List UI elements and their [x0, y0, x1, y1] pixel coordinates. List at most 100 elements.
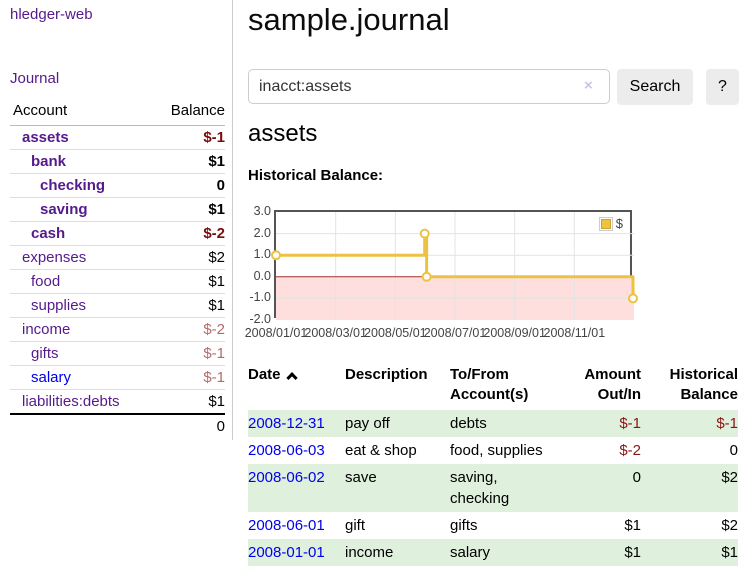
transaction-date-link[interactable]: 2008-12-31: [248, 414, 325, 432]
account-link-checking[interactable]: checking: [40, 177, 106, 194]
register-row: 2008-06-03 eat & shop food, supplies $-2…: [248, 437, 738, 464]
transaction-amount: $1: [624, 543, 641, 561]
account-balance: $1: [151, 389, 225, 414]
transaction-date-link[interactable]: 2008-01-01: [248, 543, 325, 561]
transaction-date-link[interactable]: 2008-06-03: [248, 441, 325, 459]
x-axis-tick: 2008/01/01: [244, 326, 308, 340]
transaction-accounts: food, supplies: [450, 441, 543, 459]
transaction-balance: $2: [721, 516, 738, 534]
help-button[interactable]: ?: [706, 69, 739, 105]
account-row: cash $-2: [10, 221, 225, 246]
transaction-description: pay off: [345, 414, 390, 432]
transaction-balance: 0: [729, 441, 738, 459]
register-col-amount: Amount Out/In: [584, 366, 641, 404]
chart-title: Historical Balance:: [248, 167, 384, 184]
account-row: supplies $1: [10, 293, 225, 318]
account-link-food[interactable]: food: [31, 273, 61, 290]
page-title: sample.journal: [248, 2, 450, 37]
account-link-assets[interactable]: assets: [22, 129, 69, 146]
account-row: assets $-1: [10, 125, 225, 150]
account-link-saving[interactable]: saving: [40, 201, 88, 218]
account-balance: $-1: [151, 125, 225, 150]
account-link-gifts[interactable]: gifts: [31, 345, 59, 362]
legend-label: $: [615, 216, 623, 231]
transaction-balance: $-1: [716, 414, 738, 432]
sidebar-divider: [232, 0, 233, 440]
account-link-salary[interactable]: salary: [31, 369, 72, 386]
account-balance: $-2: [151, 221, 225, 246]
sort-asc-icon: [285, 372, 298, 384]
accounts-total-row: 0: [10, 412, 225, 438]
chart-plot-area[interactable]: $: [271, 210, 639, 320]
register-col-balance: Historical Balance: [669, 366, 738, 404]
transaction-balance: $2: [721, 468, 738, 486]
x-axis-tick: 2008/03/01: [304, 326, 367, 340]
account-balance: $1: [151, 293, 225, 318]
x-axis-tick: 2008/09/01: [483, 326, 546, 340]
transaction-description: save: [345, 468, 377, 486]
register-row: 2008-12-31 pay off debts $-1 $-1: [248, 409, 738, 437]
account-row: saving $1: [10, 197, 225, 222]
legend-swatch: [598, 216, 613, 231]
transaction-amount: $-1: [619, 414, 641, 432]
account-row: bank $1: [10, 149, 225, 174]
y-axis-tick: 1.0: [253, 247, 271, 262]
y-axis-tick: 0.0: [253, 268, 271, 283]
accounts-col-account: Account: [10, 98, 152, 126]
accounts-col-balance: Balance: [151, 98, 225, 126]
main-content: sample.journal × Search ? assets Histori…: [244, 0, 742, 582]
search-input[interactable]: [248, 69, 610, 104]
search-button[interactable]: Search: [617, 69, 693, 105]
transaction-amount: $1: [624, 516, 641, 534]
register-row: 2008-06-01 gift gifts $1 $2: [248, 512, 738, 539]
register-col-description: Description: [345, 366, 428, 383]
register-table: Date Description To/From Account(s) Amou…: [248, 363, 738, 566]
transaction-description: income: [345, 543, 394, 561]
x-axis-tick: 2008/05/01: [364, 326, 427, 340]
transaction-description: eat & shop: [345, 441, 417, 459]
transaction-accounts: saving, checking: [450, 468, 510, 507]
sidebar-item-journal[interactable]: Journal: [10, 70, 60, 87]
y-axis-tick: 3.0: [253, 204, 271, 218]
clear-search-icon[interactable]: ×: [584, 77, 593, 94]
account-link-income[interactable]: income: [22, 321, 71, 338]
account-row: checking 0: [10, 173, 225, 198]
x-axis-tick: 2008/11/01: [543, 326, 606, 340]
transaction-accounts: gifts: [450, 516, 478, 534]
account-row: salary $-1: [10, 365, 225, 390]
account-balance: $-2: [151, 317, 225, 342]
account-link-liabilities-debts[interactable]: liabilities:debts: [22, 392, 120, 410]
transaction-accounts: debts: [450, 414, 487, 432]
account-link-cash[interactable]: cash: [31, 225, 66, 242]
account-balance: $1: [151, 149, 225, 174]
y-axis-tick: -2.0: [249, 312, 271, 326]
balance-chart: $ 3.0 2.0 1.0 0.0 -1.0 -2.0 2008/01/01 2008/03/…: [244, 202, 742, 342]
y-axis-tick: 2.0: [253, 225, 271, 240]
account-balance: $-1: [151, 365, 225, 390]
account-balance: 0: [151, 173, 225, 198]
app-brand-link[interactable]: hledger-web: [10, 6, 93, 23]
account-row: liabilities:debts $1: [10, 389, 225, 414]
transaction-date-link[interactable]: 2008-06-01: [248, 516, 325, 534]
account-link-supplies[interactable]: supplies: [31, 297, 87, 314]
sidebar: hledger-web Journal Account Balance asse…: [0, 0, 232, 582]
account-row: gifts $-1: [10, 341, 225, 366]
account-balance: $1: [151, 197, 225, 222]
accounts-total: 0: [151, 412, 225, 438]
register-col-date[interactable]: Date: [248, 363, 345, 410]
transaction-accounts: salary: [450, 543, 491, 561]
transaction-date-link[interactable]: 2008-06-02: [248, 468, 325, 486]
transaction-amount: 0: [632, 468, 641, 486]
account-heading: assets: [248, 120, 318, 147]
register-row: 2008-01-01 income salary $1 $1: [248, 538, 738, 566]
account-row: food $1: [10, 269, 225, 294]
search-form: × Search ?: [248, 69, 742, 105]
transaction-description: gift: [345, 516, 366, 534]
register-row: 2008-06-02 save saving, checking 0 $2: [248, 463, 738, 512]
account-link-bank[interactable]: bank: [31, 153, 67, 170]
account-balance: $1: [151, 269, 225, 294]
account-link-expenses[interactable]: expenses: [22, 249, 87, 266]
account-row: expenses $2: [10, 245, 225, 270]
transaction-balance: $1: [721, 543, 738, 561]
x-axis-tick: 2008/07/01: [423, 326, 487, 340]
